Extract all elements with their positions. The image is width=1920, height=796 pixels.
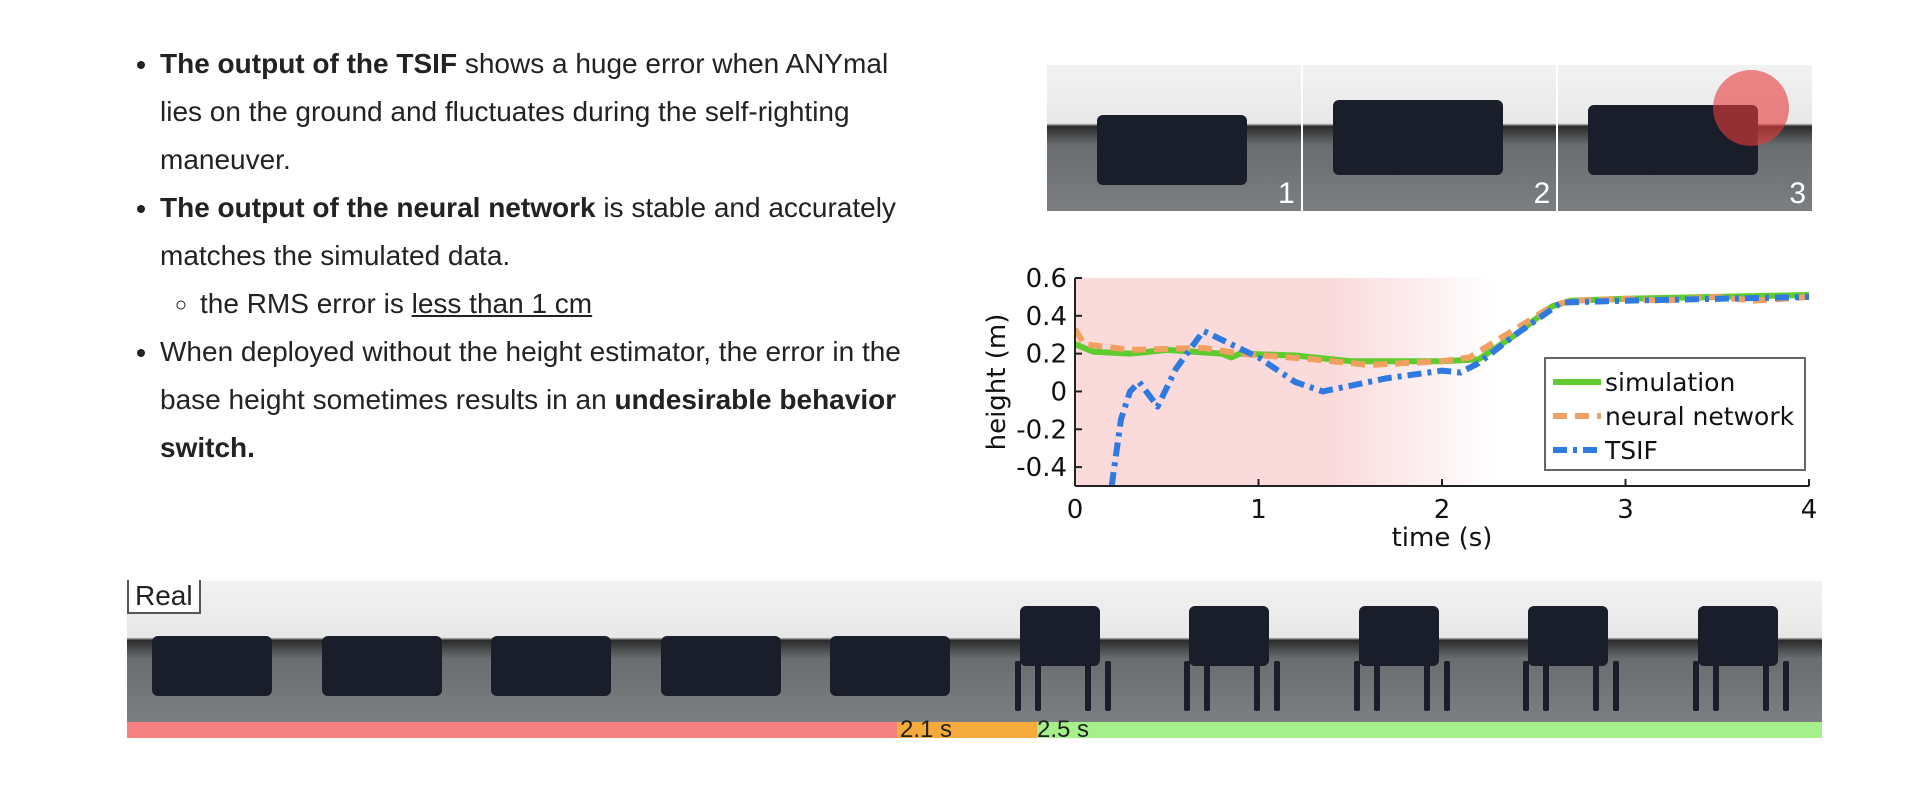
robot-frame	[1652, 581, 1822, 722]
phase-timebar	[127, 722, 1822, 738]
bullet-neural-network: The output of the neural network is stab…	[160, 184, 920, 328]
shaded-region	[1075, 278, 1498, 486]
series-simulation	[1075, 292, 1809, 365]
robot-photo-3: 3	[1558, 65, 1813, 211]
time-mark-2-5: 2.5 s	[1037, 716, 1090, 743]
y-tick-label: -0.2	[1016, 415, 1067, 445]
bullet-list: The output of the TSIF shows a huge erro…	[140, 40, 920, 472]
legend-label: TSIF	[1604, 436, 1658, 465]
y-tick-label: 0	[1050, 377, 1067, 407]
robot-frame	[1483, 581, 1653, 722]
robot-frame	[1313, 581, 1483, 722]
bullet-no-estimator: When deployed without the height estimat…	[160, 328, 920, 472]
robot-frame	[466, 581, 636, 722]
bullet-rms: the RMS error is less than 1 cm	[200, 280, 920, 328]
x-tick-label: 0	[1067, 495, 1084, 525]
legend-label: neural network	[1605, 402, 1795, 431]
time-mark-2-1: 2.1 s	[900, 716, 953, 743]
robot-frame	[296, 581, 466, 722]
robot-photo-1: 1	[1047, 65, 1301, 211]
legend-label: simulation	[1605, 368, 1735, 397]
y-tick-label: 0.6	[1026, 264, 1067, 294]
robot-frame	[974, 581, 1144, 722]
series-TSIF	[1108, 293, 1809, 486]
highlight-circle	[1713, 70, 1790, 146]
robot-frame	[635, 581, 805, 722]
top-photo-strip: 1 2 3	[1047, 65, 1813, 211]
x-tick-label: 3	[1617, 495, 1634, 525]
y-tick-label: 0.4	[1026, 302, 1067, 332]
series-neural-network	[1075, 293, 1809, 368]
phase-after	[1037, 722, 1822, 738]
x-axis-label: time (s)	[1392, 523, 1493, 553]
y-axis-label: height (m)	[982, 314, 1012, 451]
x-tick-label: 4	[1801, 495, 1818, 525]
y-tick-label: 0.2	[1026, 340, 1067, 370]
robot-frame	[805, 581, 975, 722]
x-tick-label: 2	[1434, 495, 1451, 525]
bottom-photo-strip	[127, 581, 1822, 722]
robot-photo-2: 2	[1302, 65, 1557, 211]
bullet-tsif: The output of the TSIF shows a huge erro…	[160, 40, 920, 184]
real-label: Real	[127, 580, 201, 614]
y-tick-label: -0.4	[1016, 453, 1067, 483]
phase-before	[127, 722, 897, 738]
x-tick-label: 1	[1250, 495, 1267, 525]
robot-frame	[1144, 581, 1314, 722]
legend-box	[1544, 357, 1806, 471]
phase-transition	[897, 722, 1037, 738]
